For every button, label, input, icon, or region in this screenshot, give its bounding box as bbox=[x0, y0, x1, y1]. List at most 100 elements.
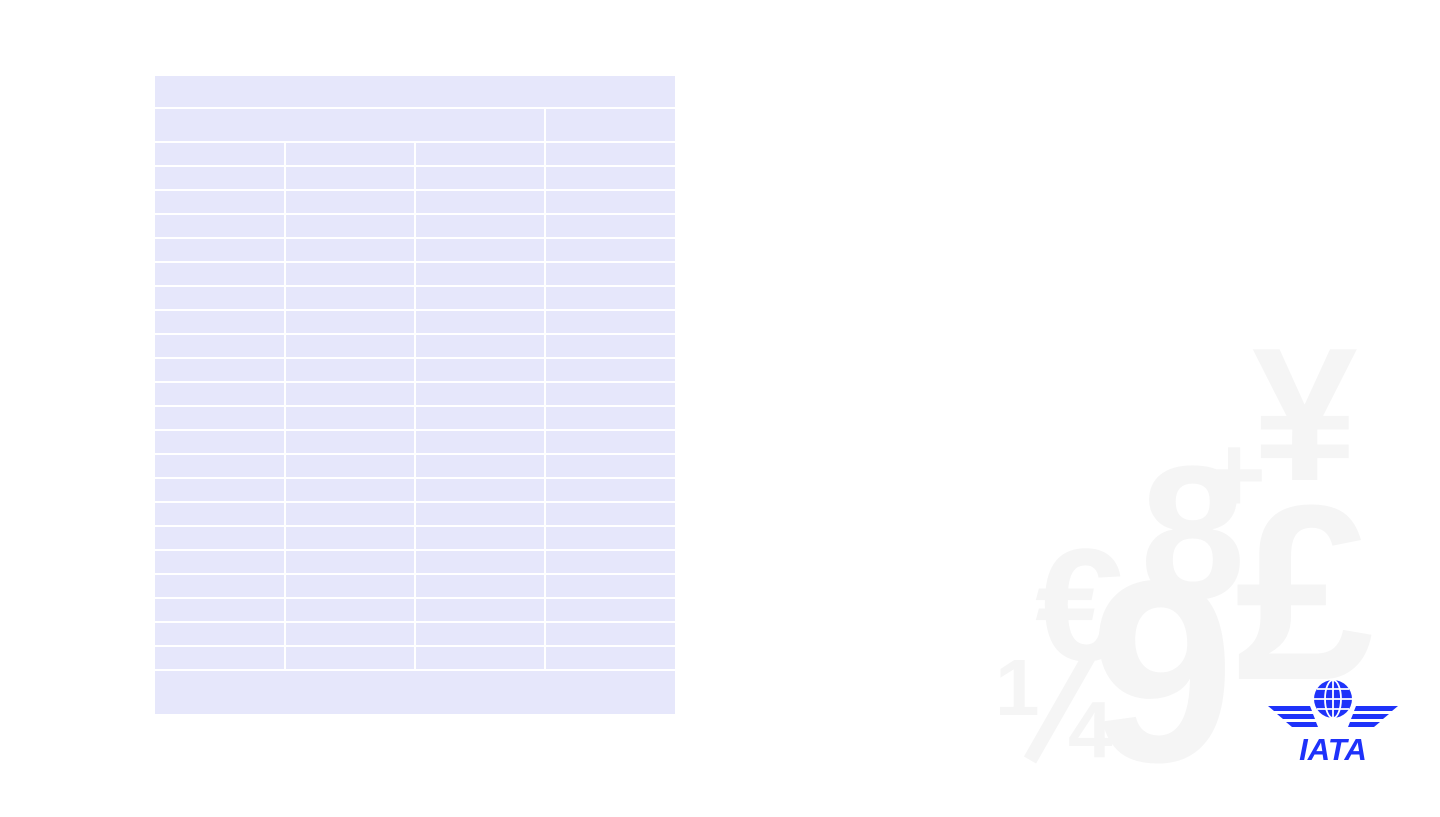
table-cell bbox=[414, 213, 546, 239]
table-header-cell bbox=[544, 107, 675, 143]
table-cell bbox=[284, 573, 416, 599]
table-row bbox=[155, 165, 675, 191]
table-cell bbox=[284, 285, 416, 311]
table-row bbox=[155, 453, 675, 479]
table-cell bbox=[544, 357, 675, 383]
euro-glyph: € bbox=[1035, 515, 1124, 694]
table-cell bbox=[284, 549, 416, 575]
iata-logo: IATA bbox=[1268, 679, 1398, 764]
table-cell bbox=[544, 597, 675, 623]
table-cell bbox=[284, 621, 416, 647]
nine-glyph: 9 bbox=[1090, 527, 1235, 817]
table-cell bbox=[414, 525, 546, 551]
table-cell bbox=[414, 141, 546, 167]
table-cell bbox=[544, 309, 675, 335]
table-footer-row bbox=[155, 669, 675, 714]
table-cell bbox=[155, 261, 286, 287]
table-cell bbox=[414, 645, 546, 671]
table-row bbox=[155, 501, 675, 527]
table-cell bbox=[414, 333, 546, 359]
logo-wordmark: IATA bbox=[1299, 732, 1367, 764]
table-row bbox=[155, 477, 675, 503]
table-cell bbox=[544, 381, 675, 407]
table-cell bbox=[414, 573, 546, 599]
table-cell bbox=[414, 597, 546, 623]
table-row bbox=[155, 405, 675, 431]
table-cell bbox=[155, 405, 286, 431]
table-cell bbox=[155, 621, 286, 647]
table-cell bbox=[414, 453, 546, 479]
table-cell bbox=[544, 405, 675, 431]
table-row bbox=[155, 285, 675, 311]
fraction-slash bbox=[1023, 651, 1097, 764]
table-cell bbox=[414, 261, 546, 287]
table-cell bbox=[284, 237, 416, 263]
table-cell bbox=[155, 573, 286, 599]
table-row bbox=[155, 621, 675, 647]
table-cell bbox=[414, 189, 546, 215]
table-cell bbox=[414, 381, 546, 407]
table-cell bbox=[284, 645, 416, 671]
table-cell bbox=[284, 501, 416, 527]
table-cell bbox=[284, 261, 416, 287]
table-cell bbox=[414, 621, 546, 647]
table-cell bbox=[284, 333, 416, 359]
data-table bbox=[155, 76, 675, 714]
table-cell bbox=[284, 213, 416, 239]
one-glyph: 1 bbox=[995, 643, 1040, 732]
wings-icon bbox=[1268, 706, 1398, 727]
table-cell bbox=[544, 189, 675, 215]
table-cell bbox=[155, 165, 286, 191]
table-row bbox=[155, 261, 675, 287]
table-title-row bbox=[155, 76, 675, 109]
table-cell bbox=[544, 645, 675, 671]
table-cell bbox=[544, 477, 675, 503]
table-cell bbox=[284, 309, 416, 335]
table-cell bbox=[284, 357, 416, 383]
currency-watermark: ¥ + 8 £ € 9 1 4 bbox=[990, 309, 1410, 802]
table-cell bbox=[284, 381, 416, 407]
table-cell bbox=[155, 141, 286, 167]
table-cell bbox=[544, 501, 675, 527]
table-cell bbox=[155, 429, 286, 455]
table-header-row bbox=[155, 107, 675, 143]
table-cell bbox=[544, 621, 675, 647]
globe-icon bbox=[1314, 679, 1352, 719]
table-cell bbox=[284, 141, 416, 167]
table-cell bbox=[155, 501, 286, 527]
table-title-cell bbox=[155, 76, 675, 109]
table-cell bbox=[414, 405, 546, 431]
table-row bbox=[155, 525, 675, 551]
pound-glyph: £ bbox=[1235, 453, 1375, 732]
table-row bbox=[155, 309, 675, 335]
table-row bbox=[155, 189, 675, 215]
table-cell bbox=[414, 549, 546, 575]
table-cell bbox=[544, 525, 675, 551]
table-cell bbox=[544, 141, 675, 167]
table-cell bbox=[284, 477, 416, 503]
table-cell bbox=[544, 165, 675, 191]
table-cell bbox=[544, 549, 675, 575]
svg-text:IATA: IATA bbox=[1299, 732, 1367, 764]
table-cell bbox=[544, 285, 675, 311]
table-cell bbox=[155, 525, 286, 551]
table-cell bbox=[155, 597, 286, 623]
table-row bbox=[155, 357, 675, 383]
table-cell bbox=[544, 213, 675, 239]
table-cell bbox=[155, 645, 286, 671]
table-cell bbox=[284, 429, 416, 455]
table-cell bbox=[414, 357, 546, 383]
table-cell bbox=[544, 453, 675, 479]
table-cell bbox=[155, 189, 286, 215]
yen-glyph: ¥ bbox=[1252, 309, 1358, 521]
table-row bbox=[155, 213, 675, 239]
table-cell bbox=[414, 501, 546, 527]
table-row bbox=[155, 429, 675, 455]
table-cell bbox=[155, 333, 286, 359]
table-cell bbox=[155, 309, 286, 335]
table-cell bbox=[155, 237, 286, 263]
table-row bbox=[155, 333, 675, 359]
table-cell bbox=[544, 237, 675, 263]
table-header-cell bbox=[155, 107, 546, 143]
table-row bbox=[155, 381, 675, 407]
